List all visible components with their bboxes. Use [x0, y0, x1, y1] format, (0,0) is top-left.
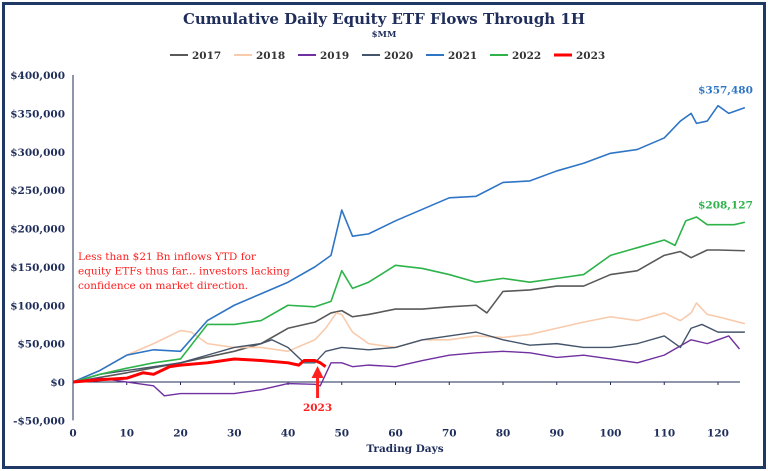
- y-tick-label: $250,000: [10, 185, 65, 197]
- legend: 2017 2018 2019 2020 2021 2022 2023: [170, 50, 605, 62]
- chart-title: Cumulative Daily Equity ETF Flows Throug…: [183, 10, 585, 28]
- x-tick-label: 0: [69, 427, 76, 439]
- series-line-2018: [72, 302, 746, 383]
- y-tick-label: $0: [50, 377, 65, 389]
- legend-label-2023: 2023: [576, 50, 605, 62]
- x-tick-label: 20: [173, 427, 188, 439]
- x-tick-label: 30: [227, 427, 242, 439]
- series-line-2021: [72, 104, 746, 383]
- y-tick-label: $200,000: [10, 224, 65, 236]
- annotation-text: confidence on market direction.: [78, 280, 248, 292]
- arrow-label: 2023: [303, 402, 332, 414]
- series-line-2019: [72, 335, 741, 397]
- y-tick-label: $50,000: [18, 339, 66, 351]
- annotation: Less than $21 Bn inflows YTD for equity E…: [78, 251, 332, 414]
- legend-label-2021: 2021: [448, 50, 477, 62]
- y-tick-label: $150,000: [10, 262, 65, 274]
- y-tick-label: $400,000: [10, 70, 65, 82]
- y-tick-label: $350,000: [10, 108, 65, 120]
- series-line-2022: [72, 216, 746, 383]
- legend-label-2022: 2022: [512, 50, 541, 62]
- legend-label-2020: 2020: [384, 50, 413, 62]
- y-tick-label: $100,000: [10, 300, 65, 312]
- annotation-text: equity ETFs thus far... investors lackin…: [78, 266, 290, 278]
- legend-label-2019: 2019: [320, 50, 349, 62]
- series-lines: $357,480 $208,127: [72, 85, 753, 397]
- annotation-text: Less than $21 Bn inflows YTD for: [78, 251, 257, 263]
- x-tick-label: 120: [707, 427, 729, 439]
- y-tick-label: $300,000: [10, 147, 65, 159]
- legend-label-2018: 2018: [256, 50, 285, 62]
- x-tick-label: 110: [653, 427, 675, 439]
- data-label-2022: $208,127: [698, 199, 753, 211]
- chart-subtitle: $MM: [372, 30, 397, 40]
- x-tick-label: 70: [442, 427, 457, 439]
- x-tick-label: 80: [496, 427, 511, 439]
- x-tick-label: 100: [600, 427, 622, 439]
- axes: -$50,000 $0 $50,000 $100,000 $150,000 $200,00…: [10, 70, 740, 439]
- data-label-2021: $357,480: [698, 85, 753, 97]
- y-tick-label: -$50,000: [13, 415, 65, 427]
- x-tick-label: 90: [549, 427, 564, 439]
- x-axis-label: Trading Days: [366, 443, 443, 455]
- series-line-2017: [72, 249, 745, 383]
- x-tick-label: 60: [388, 427, 403, 439]
- x-tick-label: 50: [334, 427, 349, 439]
- series-line-2020: [72, 323, 745, 383]
- x-tick-label: 40: [281, 427, 296, 439]
- arrow-head-icon: [311, 366, 324, 378]
- series-line-2023: [72, 357, 327, 384]
- x-tick-label: 10: [119, 427, 134, 439]
- legend-label-2017: 2017: [192, 50, 221, 62]
